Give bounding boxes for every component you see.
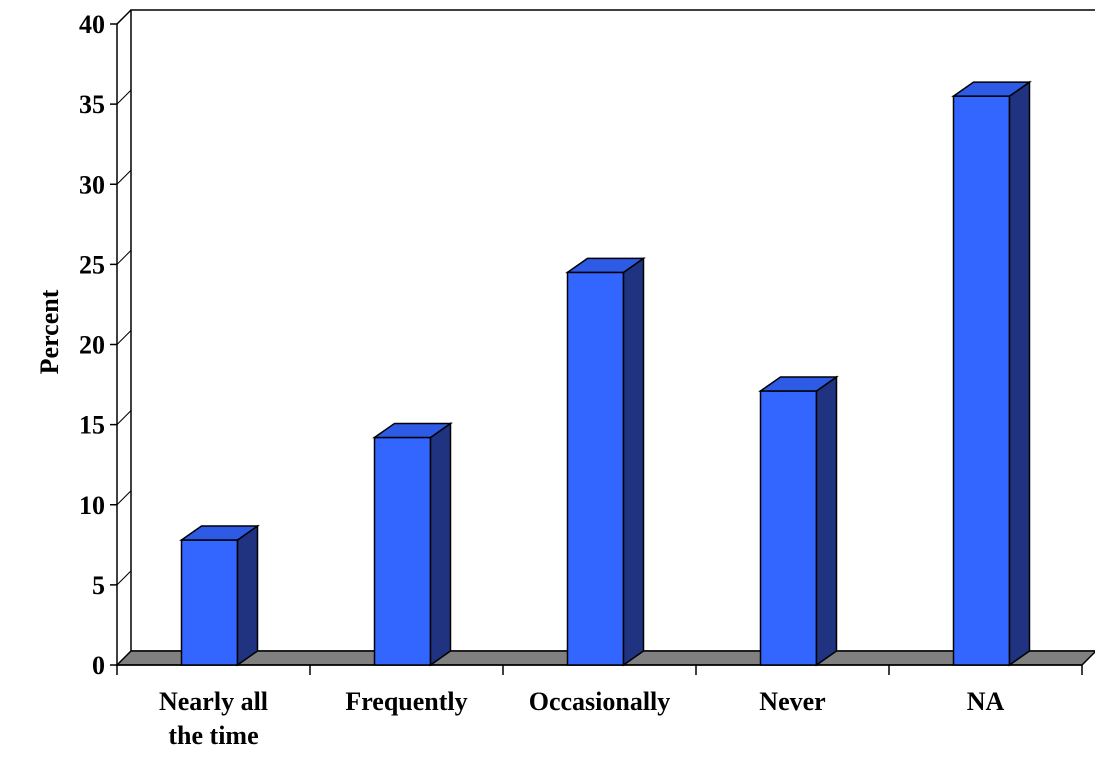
x-category-label-line: Frequently — [345, 687, 467, 716]
y-tick-label: 10 — [79, 491, 105, 520]
x-category-label: NA — [967, 687, 1005, 716]
y-tick-depth-mark — [116, 490, 132, 506]
y-tick-label: 30 — [79, 170, 105, 199]
x-category-label: Frequently — [345, 687, 467, 716]
x-category-label-line: NA — [967, 687, 1005, 716]
bar — [179, 524, 260, 667]
y-tick-depth-mark — [116, 9, 132, 25]
y-tick-label: 35 — [79, 90, 105, 119]
y-tick-depth-mark — [116, 250, 132, 265]
bar-top — [951, 81, 1032, 97]
x-category-label: Occasionally — [529, 687, 671, 716]
bar-side — [429, 422, 452, 667]
y-tick-depth-mark — [116, 570, 132, 586]
bar-top — [372, 422, 453, 439]
bar-front — [952, 95, 1011, 666]
y-tick-label: 25 — [79, 250, 105, 279]
y-axis-title: Percent — [35, 289, 64, 374]
bar-side — [236, 524, 259, 667]
x-category-label: Nearly all the time — [159, 687, 268, 750]
y-tick-label: 5 — [92, 571, 105, 600]
y-tick-label: 0 — [92, 651, 105, 680]
y-tick-depth-mark — [116, 330, 132, 345]
bar-side — [815, 375, 838, 667]
bar-front — [759, 390, 818, 666]
x-category-label-line: the time — [168, 721, 258, 750]
x-category-label-line: Nearly all — [159, 687, 268, 716]
y-tick-depth-mark — [116, 169, 132, 185]
y-tick-depth-mark — [116, 650, 132, 666]
bar-front — [373, 436, 432, 666]
y-tick-depth-mark — [116, 410, 132, 425]
bar — [565, 256, 646, 667]
bar-front — [180, 539, 239, 666]
y-tick-label: 40 — [79, 10, 105, 39]
bar-side — [622, 256, 645, 667]
bar-side — [1008, 80, 1031, 667]
bar — [372, 422, 453, 667]
bar-front — [566, 271, 625, 666]
bar-top — [758, 376, 839, 392]
chart-bars — [179, 80, 1032, 667]
y-tick-depth-mark — [116, 89, 132, 105]
y-tick-label: 15 — [79, 411, 105, 440]
chart-labels: 0 5 10 15 20 25 30 35 40 Nearly all the time Freque… — [79, 10, 1004, 750]
bar-top — [179, 525, 260, 541]
x-category-label-line: Occasionally — [529, 687, 671, 716]
y-tick-label: 20 — [79, 331, 105, 360]
bar-top — [565, 257, 646, 274]
bar — [758, 375, 839, 667]
x-category-label-line: Never — [759, 687, 825, 716]
bar — [951, 80, 1032, 667]
x-category-label: Never — [759, 687, 825, 716]
